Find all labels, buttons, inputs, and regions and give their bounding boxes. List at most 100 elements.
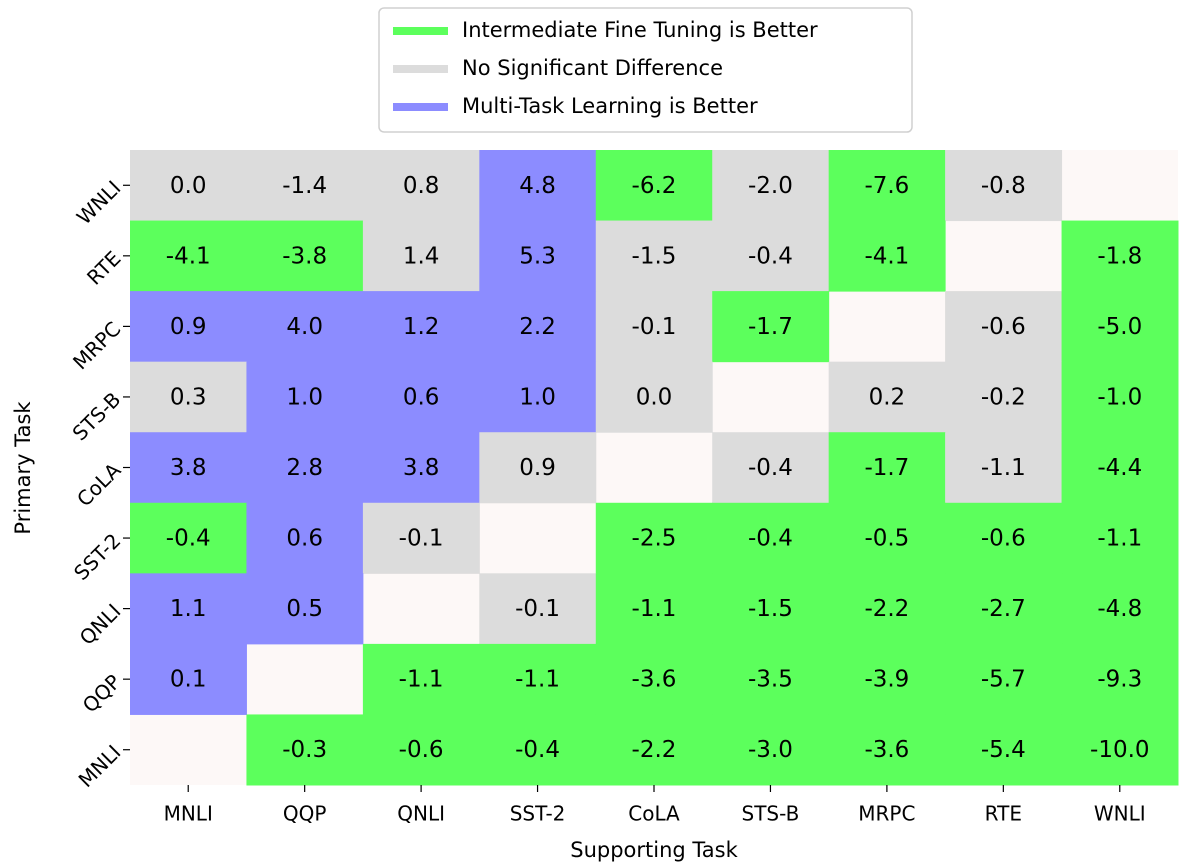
x-tick-label: CoLA: [628, 802, 680, 826]
cell-label: -0.4: [748, 455, 793, 481]
heatmap-cell: [712, 573, 830, 645]
legend-swatch: [393, 103, 448, 111]
heatmap-cell: [712, 502, 830, 574]
heatmap-cell: [595, 573, 713, 645]
cell-label: -4.4: [1097, 455, 1142, 481]
heatmap-cell: [1061, 643, 1179, 715]
cell-label: -1.1: [515, 667, 560, 693]
cell-label: 0.3: [170, 384, 207, 410]
cell-label: -2.5: [632, 526, 677, 552]
heatmap-cell: [362, 643, 480, 715]
heatmap-cell: [246, 220, 364, 292]
cell-label: -1.5: [748, 596, 793, 622]
y-tick-label: SST-2: [69, 529, 125, 585]
cell-label: -1.7: [748, 314, 793, 340]
heatmap-cell: [828, 643, 946, 715]
heatmap-cell: [595, 150, 713, 222]
cell-label: -0.3: [282, 737, 327, 763]
x-axis-label: Supporting Task: [570, 838, 738, 862]
heatmap-cell: [595, 361, 713, 433]
heatmap-cell: [362, 432, 480, 504]
cell-label: -2.2: [632, 737, 677, 763]
y-axis-label: Primary Task: [11, 401, 35, 535]
heatmap-cell: [945, 573, 1063, 645]
heatmap-cell: [1061, 714, 1179, 786]
cell-label: 1.1: [170, 596, 207, 622]
cell-label: -3.8: [282, 243, 327, 269]
heatmap-cell: [945, 361, 1063, 433]
cell-label: 0.6: [403, 384, 440, 410]
y-tick-label: CoLA: [72, 458, 126, 512]
cell-label: -0.6: [981, 314, 1026, 340]
cell-label: -1.1: [981, 455, 1026, 481]
cell-label: -3.6: [632, 667, 677, 693]
y-tick-label: QNLI: [75, 599, 126, 650]
cell-label: -1.5: [632, 243, 677, 269]
heatmap-cell: [362, 361, 480, 433]
heatmap-cell: [130, 220, 247, 292]
cell-label: 4.8: [519, 173, 556, 199]
cell-label: -1.0: [1097, 384, 1142, 410]
heatmap-cell: [130, 573, 247, 645]
cell-label: -0.8: [981, 173, 1026, 199]
heatmap-cell: [479, 220, 597, 292]
x-tick-label: SST-2: [510, 802, 566, 826]
x-tick-label: RTE: [985, 802, 1022, 826]
cell-label: 0.8: [403, 173, 440, 199]
cell-label: 3.8: [403, 455, 440, 481]
heatmap-cell: [828, 502, 946, 574]
heatmap-cell: [246, 502, 364, 574]
y-tick-label: WNLI: [72, 176, 126, 230]
heatmap-cell: [1061, 573, 1179, 645]
heatmap-cell: [828, 220, 946, 292]
x-tick-label: WNLI: [1094, 802, 1146, 826]
cell-label: -0.1: [632, 314, 677, 340]
cell-label: -2.7: [981, 596, 1026, 622]
cell-label: -0.1: [399, 526, 444, 552]
heatmap-cell: [130, 432, 247, 504]
heatmap-cell: [246, 573, 364, 645]
cell-label: -1.7: [864, 455, 909, 481]
cell-label: -5.7: [981, 667, 1026, 693]
heatmap-cell: [479, 150, 597, 222]
heatmap-cell: [712, 432, 830, 504]
heatmap-cell: [246, 291, 364, 363]
cell-label: 1.0: [286, 384, 323, 410]
cell-label: 3.8: [170, 455, 207, 481]
cell-label: 2.8: [286, 455, 323, 481]
heatmap-cell: [1061, 432, 1179, 504]
cell-label: -3.6: [864, 737, 909, 763]
cell-label: -6.2: [632, 173, 677, 199]
cell-label: -3.0: [748, 737, 793, 763]
cell-label: -1.4: [282, 173, 327, 199]
cell-label: -7.6: [864, 173, 909, 199]
heatmap-cell: [362, 502, 480, 574]
heatmap-cell: [712, 150, 830, 222]
cell-label: 1.0: [519, 384, 556, 410]
heatmap-cell: [362, 291, 480, 363]
heatmap-cell: [1061, 220, 1179, 292]
cell-label: 5.3: [519, 243, 556, 269]
cell-label: -0.4: [166, 526, 211, 552]
cell-label: -0.6: [399, 737, 444, 763]
heatmap-cell: [479, 361, 597, 433]
heatmap-cell: [712, 643, 830, 715]
cell-label: -5.0: [1097, 314, 1142, 340]
heatmap-cell: [362, 714, 480, 786]
y-tick-label: MRPC: [68, 317, 125, 374]
cell-label: -4.1: [864, 243, 909, 269]
cell-label: -0.4: [748, 526, 793, 552]
cell-label: -2.0: [748, 173, 793, 199]
legend-label: Multi-Task Learning is Better: [462, 94, 758, 118]
x-tick-label: STS-B: [742, 802, 800, 826]
cell-label: -5.4: [981, 737, 1026, 763]
cell-label: -0.4: [748, 243, 793, 269]
cell-label: -4.1: [166, 243, 211, 269]
legend-label: Intermediate Fine Tuning is Better: [462, 18, 818, 42]
heatmap-cell: [479, 643, 597, 715]
heatmap-cell: [945, 150, 1063, 222]
cell-label: 0.0: [170, 173, 207, 199]
cell-label: 1.2: [403, 314, 440, 340]
heatmap-cell: [1061, 361, 1179, 433]
